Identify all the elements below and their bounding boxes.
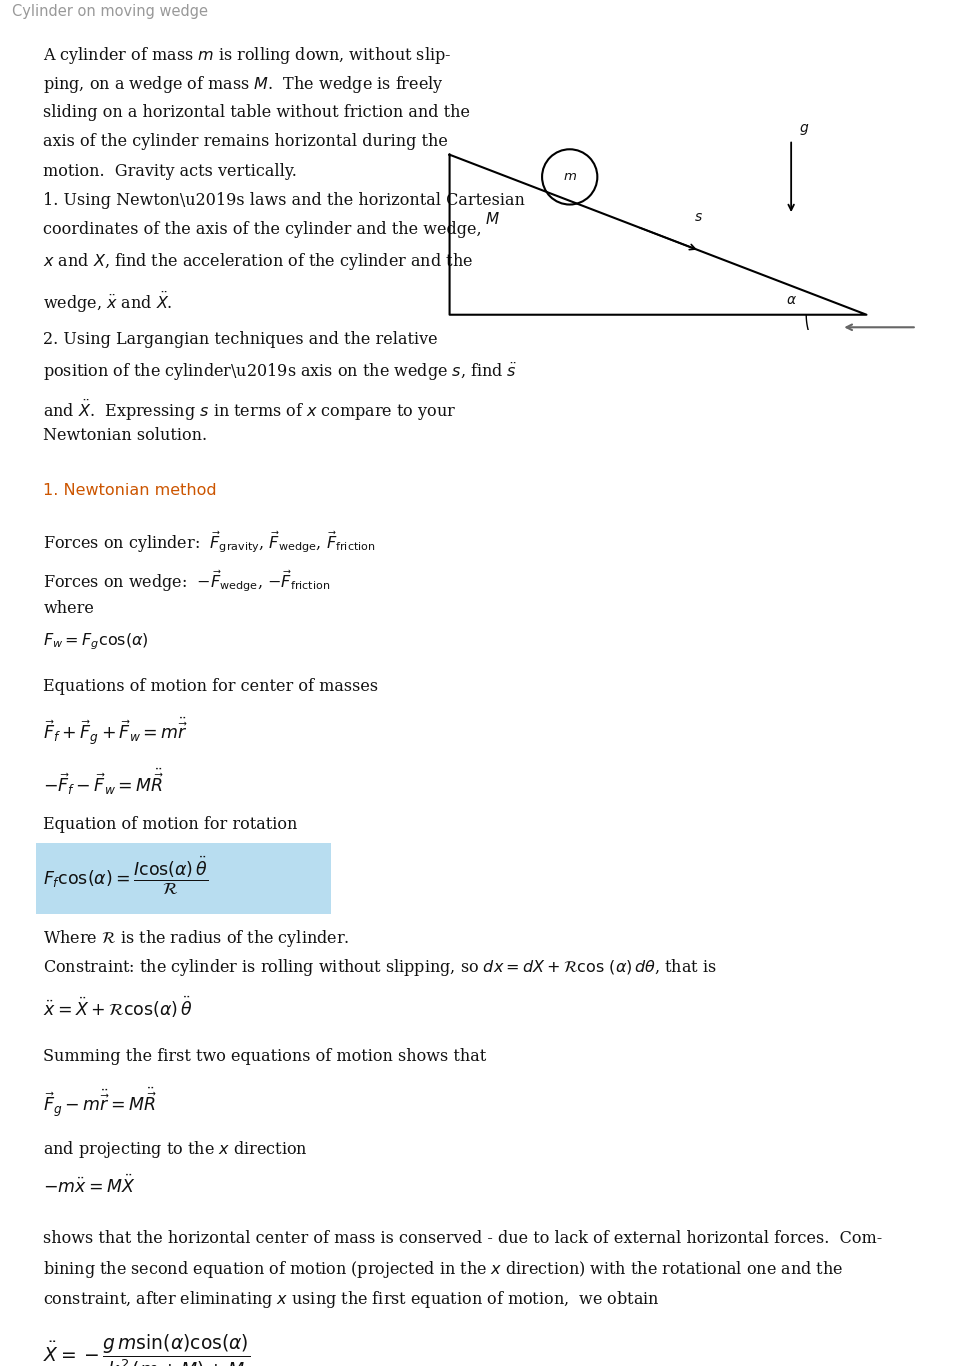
Text: $\alpha$: $\alpha$ — [785, 294, 797, 307]
Text: shows that the horizontal center of mass is conserved - due to lack of external : shows that the horizontal center of mass… — [43, 1231, 883, 1247]
Text: axis of the cylinder remains horizontal during the: axis of the cylinder remains horizontal … — [43, 133, 448, 150]
Text: $F_w = F_g \cos(\alpha)$: $F_w = F_g \cos(\alpha)$ — [43, 631, 150, 652]
Text: bining the second equation of motion (projected in the $x$ direction) with the r: bining the second equation of motion (pr… — [43, 1259, 843, 1280]
Text: $-\vec{F}_f - \vec{F}_w = M\ddot{\vec{R}}$: $-\vec{F}_f - \vec{F}_w = M\ddot{\vec{R}… — [43, 766, 165, 796]
Text: Constraint: the cylinder is rolling without slipping, so $dx = dX + \mathcal{R}\: Constraint: the cylinder is rolling with… — [43, 958, 718, 978]
Text: Summing the first two equations of motion shows that: Summing the first two equations of motio… — [43, 1048, 487, 1065]
Text: 1. Using Newton\u2019s laws and the horizontal Cartesian: 1. Using Newton\u2019s laws and the hori… — [43, 191, 526, 209]
Text: constraint, after eliminating $x$ using the first equation of motion,  we obtain: constraint, after eliminating $x$ using … — [43, 1290, 661, 1310]
Text: and projecting to the $x$ direction: and projecting to the $x$ direction — [43, 1139, 308, 1160]
Text: wedge, $\ddot{x}$ and $\ddot{X}$.: wedge, $\ddot{x}$ and $\ddot{X}$. — [43, 291, 173, 316]
Text: $F_f \cos(\alpha) = \dfrac{I\cos(\alpha)\,\ddot{\theta}}{\mathcal{R}}$: $F_f \cos(\alpha) = \dfrac{I\cos(\alpha)… — [43, 854, 209, 896]
Text: $m$: $m$ — [563, 171, 577, 183]
Text: Newtonian solution.: Newtonian solution. — [43, 426, 208, 444]
Text: $\ddot{X} = -\dfrac{g\,m\sin(\alpha)\cos(\alpha)}{k^2\,(m+M)+M}$: $\ddot{X} = -\dfrac{g\,m\sin(\alpha)\cos… — [43, 1333, 251, 1366]
Text: Forces on wedge:  $-\vec{F}_{\mathrm{wedge}}$, $-\vec{F}_{\mathrm{friction}}$: Forces on wedge: $-\vec{F}_{\mathrm{wedg… — [43, 568, 331, 594]
Text: position of the cylinder\u2019s axis on the wedge $s$, find $\ddot{s}$: position of the cylinder\u2019s axis on … — [43, 361, 518, 382]
Text: $x$ and $X$, find the acceleration of the cylinder and the: $x$ and $X$, find the acceleration of th… — [43, 250, 473, 272]
Text: $s$: $s$ — [694, 209, 702, 224]
Text: Equation of motion for rotation: Equation of motion for rotation — [43, 816, 298, 833]
Text: $g$: $g$ — [799, 122, 809, 137]
Text: Forces on cylinder:  $\vec{F}_{\mathrm{gravity}}$, $\vec{F}_{\mathrm{wedge}}$, $: Forces on cylinder: $\vec{F}_{\mathrm{gr… — [43, 530, 376, 556]
Text: coordinates of the axis of the cylinder and the wedge,: coordinates of the axis of the cylinder … — [43, 221, 482, 238]
Text: $M$: $M$ — [485, 212, 499, 227]
Text: 1. Newtonian method: 1. Newtonian method — [43, 482, 217, 497]
Text: A cylinder of mass $m$ is rolling down, without slip-: A cylinder of mass $m$ is rolling down, … — [43, 45, 452, 66]
Text: where: where — [43, 600, 95, 617]
Text: $\vec{F}_f + \vec{F}_g + \vec{F}_w = m\ddot{\vec{r}}$: $\vec{F}_f + \vec{F}_g + \vec{F}_w = m\d… — [43, 716, 188, 749]
Text: Cylinder on moving wedge: Cylinder on moving wedge — [12, 4, 208, 19]
Text: motion.  Gravity acts vertically.: motion. Gravity acts vertically. — [43, 163, 298, 179]
Text: $\ddot{x} = \ddot{X} + \mathcal{R}\cos(\alpha)\,\ddot{\theta}$: $\ddot{x} = \ddot{X} + \mathcal{R}\cos(\… — [43, 996, 193, 1020]
Text: $-m\ddot{x} = M\ddot{X}$: $-m\ddot{x} = M\ddot{X}$ — [43, 1175, 136, 1197]
Text: 2. Using Largangian techniques and the relative: 2. Using Largangian techniques and the r… — [43, 332, 439, 348]
Text: sliding on a horizontal table without friction and the: sliding on a horizontal table without fr… — [43, 104, 470, 120]
FancyBboxPatch shape — [36, 843, 331, 914]
Text: Where $\mathcal{R}$ is the radius of the cylinder.: Where $\mathcal{R}$ is the radius of the… — [43, 928, 350, 948]
Text: $\vec{F}_g - m\ddot{\vec{r}} = M\ddot{\vec{R}}$: $\vec{F}_g - m\ddot{\vec{r}} = M\ddot{\v… — [43, 1086, 157, 1120]
Text: ping, on a wedge of mass $M$.  The wedge is freely: ping, on a wedge of mass $M$. The wedge … — [43, 74, 444, 96]
Text: Equations of motion for center of masses: Equations of motion for center of masses — [43, 678, 379, 695]
Text: and $\ddot{X}$.  Expressing $s$ in terms of $x$ compare to your: and $\ddot{X}$. Expressing $s$ in terms … — [43, 398, 457, 422]
